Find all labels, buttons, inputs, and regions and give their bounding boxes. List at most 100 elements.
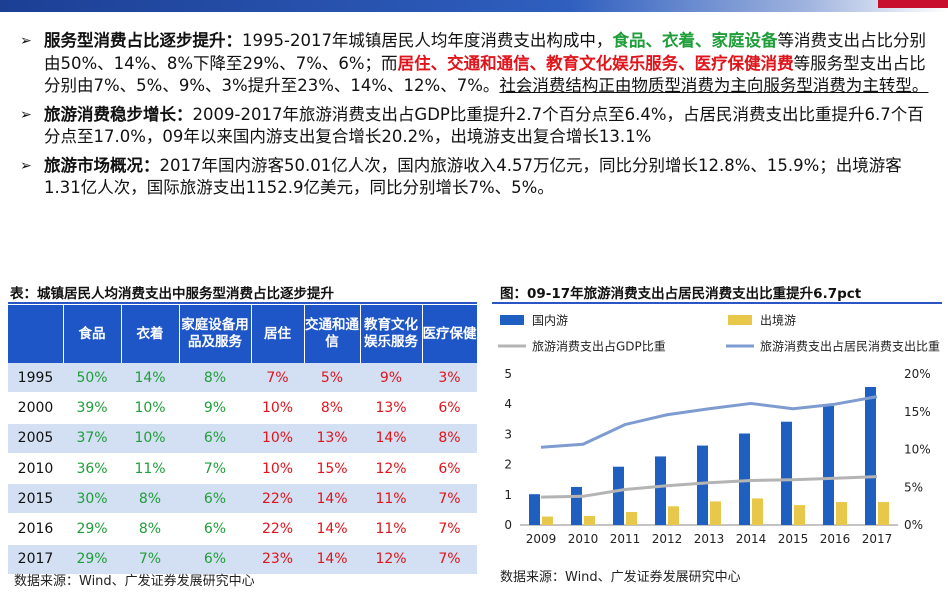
chart-lines bbox=[540, 395, 878, 499]
table-body: 1995 50% 14% 8% 7% 5% 9% 3% 2000 39% 10% 9% 10% 8% 13%… bbox=[8, 363, 477, 576]
chart-bars bbox=[529, 386, 889, 525]
table-year-cell: 2015 bbox=[8, 483, 63, 515]
table-cell: 8% bbox=[121, 513, 179, 545]
bar bbox=[626, 512, 637, 525]
bar bbox=[752, 498, 763, 525]
table-cell: 6% bbox=[179, 513, 251, 545]
bar bbox=[542, 516, 553, 525]
table-header-cell: 食品 bbox=[63, 305, 122, 363]
table-cell: 10% bbox=[251, 453, 304, 485]
bullet-arrow-icon: ➢ bbox=[20, 157, 32, 174]
series-line bbox=[540, 395, 878, 449]
table-cell: 12% bbox=[360, 453, 422, 485]
x-tick-label: 2015 bbox=[778, 532, 809, 546]
table-header-row: 食品 衣着 家庭设备用品及服务 居住 交通和通信 教育文化娱乐服务 医疗保健 bbox=[8, 305, 478, 363]
bar bbox=[655, 456, 666, 525]
y2-tick-label: 10% bbox=[904, 443, 931, 457]
table-cell: 14% bbox=[304, 544, 360, 576]
table-cell: 6% bbox=[422, 453, 477, 485]
bar bbox=[668, 506, 679, 525]
table-year-cell: 1995 bbox=[8, 363, 63, 394]
table-header-cell: 交通和通信 bbox=[304, 305, 361, 363]
bar bbox=[836, 502, 847, 525]
table-row: 2000 39% 10% 9% 10% 8% 13% 6% bbox=[8, 392, 477, 424]
table-cell: 14% bbox=[304, 513, 360, 545]
header-bar bbox=[0, 0, 948, 12]
y-tick-label: 3 bbox=[504, 427, 512, 441]
table-cell: 6% bbox=[179, 544, 251, 576]
table-cell: 8% bbox=[121, 483, 179, 515]
table-cell: 10% bbox=[121, 423, 179, 454]
table-cell: 37% bbox=[63, 423, 121, 454]
y2-tick-label: 20% bbox=[904, 367, 931, 381]
table-cell: 7% bbox=[179, 453, 251, 485]
bar bbox=[794, 505, 805, 525]
bar bbox=[739, 433, 750, 525]
table-cell: 3% bbox=[422, 363, 477, 394]
table-cell: 11% bbox=[360, 513, 422, 545]
bar bbox=[865, 386, 876, 525]
table-cell: 11% bbox=[360, 483, 422, 515]
x-tick-label: 2010 bbox=[568, 532, 599, 546]
table-header-cell bbox=[8, 305, 64, 363]
legend-swatch bbox=[500, 315, 524, 325]
table-cell: 12% bbox=[360, 544, 422, 576]
table-cell: 6% bbox=[179, 423, 251, 454]
table-cell: 14% bbox=[121, 363, 179, 394]
chart-title: 图：09-17年旅游消费支出占居民消费支出比重提升6.7pct bbox=[500, 286, 862, 302]
table-cell: 22% bbox=[251, 483, 304, 515]
chart-source: 数据来源：Wind、广发证券发展研究中心 bbox=[500, 570, 741, 585]
bullet-item: ➢ 旅游市场概况：2017年国内游客50.01亿人次，国内旅游收入4.57万亿元，… bbox=[18, 155, 933, 200]
table-cell: 11% bbox=[121, 453, 179, 485]
table-year-cell: 2005 bbox=[8, 423, 63, 454]
series-line bbox=[540, 475, 878, 499]
y2-tick-label: 15% bbox=[904, 405, 931, 419]
chart-axes: 0 1 2 3 4 5 0% 5% 10% 15% 20% 2009 2010 2011 2012 2013 2… bbox=[504, 367, 930, 546]
bullet-text: 社会消费结构正由物质型消费为主向服务型消费为主转型。 bbox=[499, 76, 929, 95]
table-cell: 15% bbox=[304, 453, 360, 485]
x-tick-label: 2009 bbox=[526, 532, 557, 546]
table-header-cell: 家庭设备用品及服务 bbox=[179, 305, 252, 363]
table-year-cell: 2017 bbox=[8, 544, 63, 576]
table-header-cell: 教育文化娱乐服务 bbox=[360, 305, 423, 363]
y-tick-label: 2 bbox=[504, 458, 512, 472]
bullet-heading: 旅游市场概况： bbox=[44, 155, 160, 175]
bar bbox=[710, 501, 721, 525]
table-row: 2016 29% 8% 6% 22% 14% 11% 7% bbox=[8, 513, 477, 545]
table-row: 2010 36% 11% 7% 10% 15% 12% 6% bbox=[8, 453, 477, 485]
table-cell: 9% bbox=[179, 392, 251, 424]
table-cell: 29% bbox=[63, 544, 121, 576]
table-year-cell: 2000 bbox=[8, 392, 63, 424]
table-cell: 29% bbox=[63, 513, 121, 545]
table-title-rule bbox=[8, 302, 477, 304]
bullet-text: 等消费支出占比分别由50%、14%、8%下降至29%、7%、6%；而 bbox=[44, 31, 926, 73]
table-cell: 7% bbox=[251, 363, 304, 394]
table-year-cell: 2016 bbox=[8, 513, 63, 545]
bar bbox=[571, 486, 582, 525]
x-tick-label: 2011 bbox=[610, 532, 641, 546]
consumption-share-table: 食品 衣着 家庭设备用品及服务 居住 交通和通信 教育文化娱乐服务 医疗保健 1995 50%… bbox=[8, 305, 478, 576]
table-header-cell: 医疗保健 bbox=[422, 305, 478, 363]
table-cell: 10% bbox=[251, 423, 304, 454]
y2-tick-label: 5% bbox=[904, 480, 923, 494]
x-tick-label: 2014 bbox=[736, 532, 767, 546]
table-cell: 13% bbox=[360, 392, 422, 424]
table-cell: 7% bbox=[422, 544, 477, 576]
table-cell: 8% bbox=[304, 392, 360, 424]
table-cell: 10% bbox=[251, 392, 304, 424]
table-cell: 22% bbox=[251, 513, 304, 545]
bar bbox=[823, 406, 834, 525]
bullet-item: ➢ 旅游消费稳步增长：2009-2017年旅游消费支出占GDP比重提升2.7个百分… bbox=[18, 104, 933, 149]
y-tick-label: 4 bbox=[504, 397, 512, 411]
table-row: 2015 30% 8% 6% 22% 14% 11% 7% bbox=[8, 483, 477, 515]
x-tick-label: 2017 bbox=[862, 532, 893, 546]
legend-label: 出境游 bbox=[760, 313, 796, 328]
table-cell: 39% bbox=[63, 392, 121, 424]
bullet-item: ➢ 服务型消费占比逐步提升：1995-2017年城镇居民人均年度消费支出构成中，食… bbox=[18, 30, 933, 98]
table-cell: 7% bbox=[422, 513, 477, 545]
table-cell: 5% bbox=[304, 363, 360, 394]
bar bbox=[781, 421, 792, 525]
table-cell: 10% bbox=[121, 392, 179, 424]
